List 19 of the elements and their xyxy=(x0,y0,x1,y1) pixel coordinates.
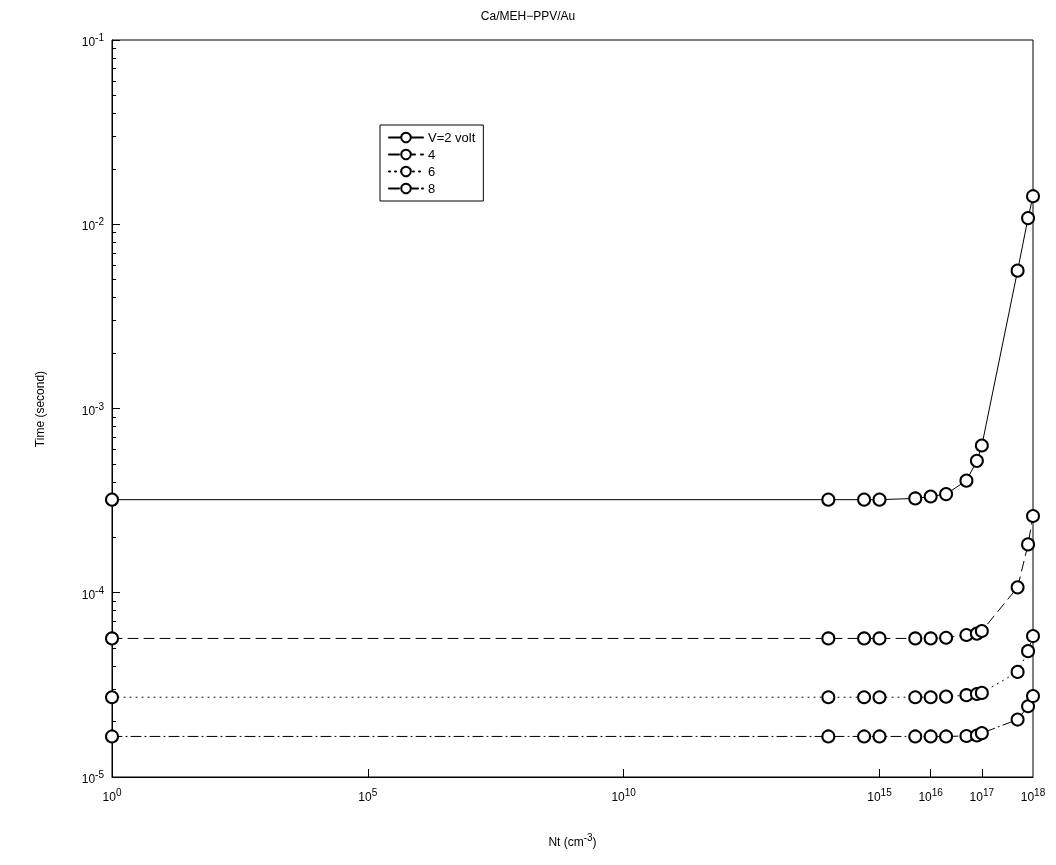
y-tick-label: 10$^{-3}$ xyxy=(81,399,104,419)
legend-label: 8 xyxy=(428,181,436,196)
y-axis-title: Time (second) xyxy=(32,370,48,447)
y-tick-label: 10$^{-5}$ xyxy=(81,768,104,787)
x-tick-label: 10$^{18}$ xyxy=(1020,786,1046,805)
y-tick-label: 10$^{-2}$ xyxy=(81,215,104,235)
x-tick-label: 10$^{0}$ xyxy=(102,786,122,805)
x-tick-label: 10$^{10}$ xyxy=(611,786,636,805)
chart-title: Ca/MEH−PPV/Au xyxy=(480,9,576,23)
x-tick-label: 10$^{5}$ xyxy=(358,786,378,805)
legend-label: 6 xyxy=(428,164,436,179)
y-tick-label: 10$^{-1}$ xyxy=(81,31,104,50)
x-tick-label: 10$^{16}$ xyxy=(918,786,943,805)
x-tick-label: 10$^{17}$ xyxy=(969,786,995,805)
legend-label: 4 xyxy=(428,147,436,162)
y-tick-label: 10$^{-4}$ xyxy=(81,583,104,603)
legend-label: V=2 volt xyxy=(428,130,476,145)
x-tick-label: 10$^{15}$ xyxy=(867,786,892,805)
x-axis-title: Nt (cm$^{-3}$) xyxy=(548,831,597,850)
